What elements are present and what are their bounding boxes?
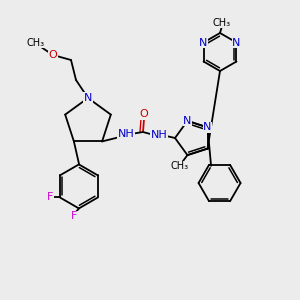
Text: N: N: [232, 38, 241, 47]
Text: CH₃: CH₃: [170, 161, 188, 171]
Text: NH: NH: [118, 129, 134, 139]
Text: N: N: [203, 122, 212, 132]
Text: NH: NH: [151, 130, 167, 140]
Text: N: N: [200, 38, 208, 47]
Text: CH₃: CH₃: [27, 38, 45, 48]
Text: O: O: [49, 50, 57, 60]
Text: N: N: [183, 116, 192, 126]
Text: O: O: [140, 109, 148, 119]
Text: F: F: [47, 192, 53, 203]
Text: N: N: [84, 93, 92, 103]
Text: CH₃: CH₃: [213, 18, 231, 28]
Text: F: F: [71, 212, 77, 221]
